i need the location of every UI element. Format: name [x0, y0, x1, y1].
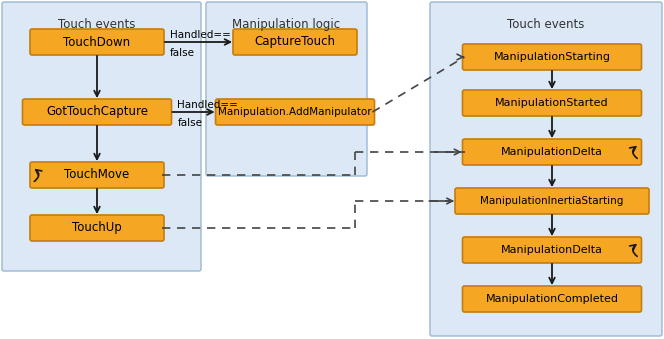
Text: ManipulationInertiaStarting: ManipulationInertiaStarting: [480, 196, 623, 206]
Text: false: false: [170, 48, 195, 58]
FancyBboxPatch shape: [216, 99, 374, 125]
FancyBboxPatch shape: [463, 90, 641, 116]
Text: TouchDown: TouchDown: [64, 36, 131, 48]
Text: TouchUp: TouchUp: [72, 221, 122, 235]
FancyBboxPatch shape: [463, 286, 641, 312]
FancyBboxPatch shape: [463, 44, 641, 70]
FancyBboxPatch shape: [463, 139, 641, 165]
FancyBboxPatch shape: [233, 29, 357, 55]
Text: ManipulationStarted: ManipulationStarted: [495, 98, 609, 108]
FancyBboxPatch shape: [430, 2, 662, 336]
Text: Handled==: Handled==: [170, 30, 231, 40]
Text: ManipulationStarting: ManipulationStarting: [493, 52, 610, 62]
Text: TouchMove: TouchMove: [64, 168, 129, 181]
Text: Manipulation logic: Manipulation logic: [232, 18, 340, 31]
Text: ManipulationCompleted: ManipulationCompleted: [485, 294, 618, 304]
Text: Manipulation.AddManipulator: Manipulation.AddManipulator: [218, 107, 372, 117]
Text: ManipulationDelta: ManipulationDelta: [501, 147, 603, 157]
Text: GotTouchCapture: GotTouchCapture: [46, 105, 148, 119]
Text: Touch events: Touch events: [58, 18, 135, 31]
FancyBboxPatch shape: [30, 215, 164, 241]
Text: ManipulationDelta: ManipulationDelta: [501, 245, 603, 255]
Text: Touch events: Touch events: [507, 18, 585, 31]
Text: CaptureTouch: CaptureTouch: [254, 36, 335, 48]
FancyBboxPatch shape: [23, 99, 171, 125]
FancyBboxPatch shape: [30, 162, 164, 188]
FancyBboxPatch shape: [455, 188, 649, 214]
Text: false: false: [177, 118, 203, 128]
FancyBboxPatch shape: [206, 2, 367, 176]
FancyBboxPatch shape: [2, 2, 201, 271]
FancyBboxPatch shape: [30, 29, 164, 55]
FancyBboxPatch shape: [463, 237, 641, 263]
Text: Handled==: Handled==: [177, 100, 238, 110]
